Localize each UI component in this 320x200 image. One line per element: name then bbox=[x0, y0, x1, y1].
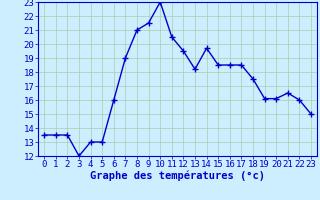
X-axis label: Graphe des températures (°c): Graphe des températures (°c) bbox=[90, 171, 265, 181]
